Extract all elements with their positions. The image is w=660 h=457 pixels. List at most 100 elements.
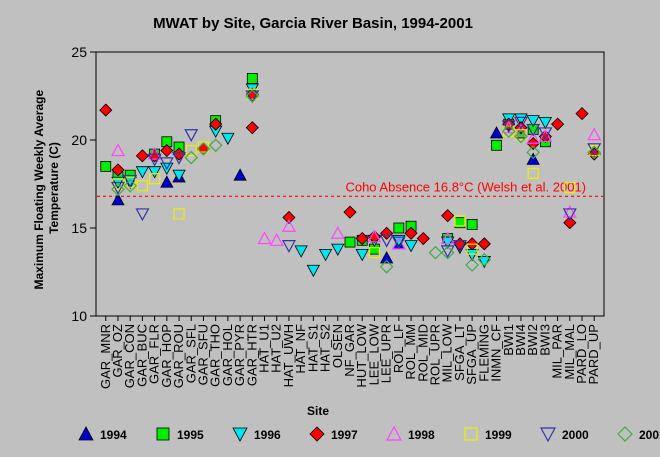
x-tick-label: FLEMING — [476, 324, 491, 382]
x-tick-label: INMN_CF — [489, 324, 504, 382]
data-point-2001 — [440, 245, 455, 260]
data-point-1996 — [172, 169, 186, 183]
data-point-1997 — [380, 226, 394, 240]
data-point-1999 — [173, 208, 185, 220]
data-point-1994 — [233, 168, 247, 181]
x-tick-label: HAT_UWH — [281, 324, 296, 387]
data-point-1996 — [538, 117, 553, 130]
x-tick-label: GAR_HTR — [244, 324, 259, 386]
data-point-2001 — [501, 124, 516, 139]
data-point-2001 — [196, 141, 211, 156]
data-point-2000 — [501, 120, 516, 134]
data-point-1995 — [246, 73, 258, 84]
data-point-1996 — [331, 243, 345, 256]
coho-absence-label: Coho Absence 16.8°C (Welsh et al. 2001) — [345, 179, 586, 194]
data-point-2001 — [111, 182, 125, 197]
x-tick-label: GAR_FLR — [147, 324, 162, 384]
legend-marker-2000 — [539, 427, 557, 443]
data-point-1994 — [111, 193, 125, 206]
data-point-1998 — [257, 231, 272, 245]
data-point-1995 — [491, 139, 502, 151]
x-tick-label: SFGA_UP — [464, 324, 479, 385]
data-point-2000 — [538, 127, 553, 141]
data-point-1996 — [526, 115, 540, 128]
x-tick-label: HAT_U1 — [257, 324, 272, 373]
y-axis-label-line-2: Temperature (C) — [47, 142, 61, 234]
data-point-1998 — [538, 129, 553, 143]
legend-label-1998: 1998 — [408, 428, 435, 442]
reference-line-group: Coho Absence 16.8°C (Welsh et al. 2001) — [97, 179, 603, 197]
data-point-1995 — [393, 222, 405, 234]
data-point-1998 — [440, 231, 455, 245]
x-tick-label: GAR_PYR — [232, 324, 247, 386]
legend-label-1995: 1995 — [177, 428, 204, 442]
x-tick-label: PARD_UP — [586, 324, 601, 384]
data-point-1998 — [147, 146, 162, 160]
data-point-1997 — [135, 149, 149, 163]
data-point-1997 — [477, 237, 491, 251]
data-point-2000 — [281, 240, 296, 253]
data-point-1999 — [466, 243, 478, 255]
x-tick-label: GAR_ROU — [171, 324, 186, 388]
data-point-1998 — [513, 123, 528, 137]
x-tick-label: LEE_UPR — [379, 324, 394, 383]
data-point-1996 — [392, 234, 406, 248]
data-point-1997 — [209, 117, 223, 131]
data-point-2001 — [184, 150, 199, 165]
data-point-1997 — [282, 210, 296, 225]
data-point-2000 — [147, 153, 162, 167]
legend-label-1996: 1996 — [254, 428, 281, 442]
legend-marker-1996 — [232, 427, 248, 442]
data-point-2001 — [514, 129, 528, 144]
x-tick-label: GAR_CON — [122, 324, 137, 388]
data-point-2001 — [428, 245, 443, 260]
data-point-2000 — [562, 208, 577, 222]
data-point-1998 — [281, 218, 296, 232]
data-point-1996 — [306, 264, 321, 278]
data-point-2000 — [135, 208, 150, 222]
data-point-2000 — [159, 157, 174, 171]
data-point-1996 — [135, 166, 150, 179]
x-tick-label: GAR_SFU — [195, 324, 210, 385]
x-tick-label: ROL_UPR — [427, 324, 442, 385]
plot-area — [95, 51, 605, 317]
data-point-1994 — [489, 126, 504, 139]
data-points — [99, 73, 602, 278]
data-point-1999 — [368, 247, 381, 259]
y-axis-label: Maximum Floating Weekly Average Temperat… — [32, 87, 61, 290]
data-point-1996 — [318, 248, 333, 262]
data-point-1997 — [404, 226, 418, 240]
data-point-1996 — [355, 248, 369, 262]
x-tick-label: SFGA_LT — [452, 324, 467, 381]
data-point-2001 — [379, 259, 394, 274]
x-tick-label: ROL_MID — [415, 324, 430, 382]
data-point-1997 — [367, 230, 381, 244]
data-point-1996 — [514, 113, 528, 126]
x-tick-label: HAT_S2 — [318, 324, 333, 372]
x-tick-label: GAR_THO — [208, 324, 223, 387]
x-tick-label: ROL_LF — [391, 324, 406, 373]
legend-label-1997: 1997 — [331, 428, 358, 442]
data-point-1996 — [404, 240, 418, 253]
data-point-1998 — [110, 143, 125, 157]
x-tick-label: PARD_LO — [574, 324, 589, 384]
data-point-1997 — [563, 216, 577, 230]
x-tick-label: OLSEN — [330, 324, 345, 368]
data-point-1999 — [503, 125, 515, 137]
x-tick-label: BWI4 — [513, 324, 528, 356]
data-point-1997 — [160, 143, 174, 158]
x-axis-label: Site — [307, 404, 329, 418]
x-axis-ticks: GAR_MNRGAR_OZGAR_CONGAR_BUCGAR_FLRGAR_HO… — [98, 316, 601, 389]
legend-label-1999: 1999 — [485, 428, 512, 442]
legend-marker-2001 — [617, 426, 633, 442]
y-tick-label: 20 — [71, 132, 87, 148]
data-point-1998 — [526, 130, 541, 144]
data-point-1997 — [575, 107, 589, 121]
x-tick-label: HAT_U2 — [269, 324, 284, 373]
data-point-2000 — [526, 123, 541, 137]
data-point-1999 — [564, 181, 576, 194]
data-point-1996 — [147, 166, 162, 179]
data-point-1999 — [185, 144, 197, 157]
data-point-2000 — [452, 240, 467, 253]
